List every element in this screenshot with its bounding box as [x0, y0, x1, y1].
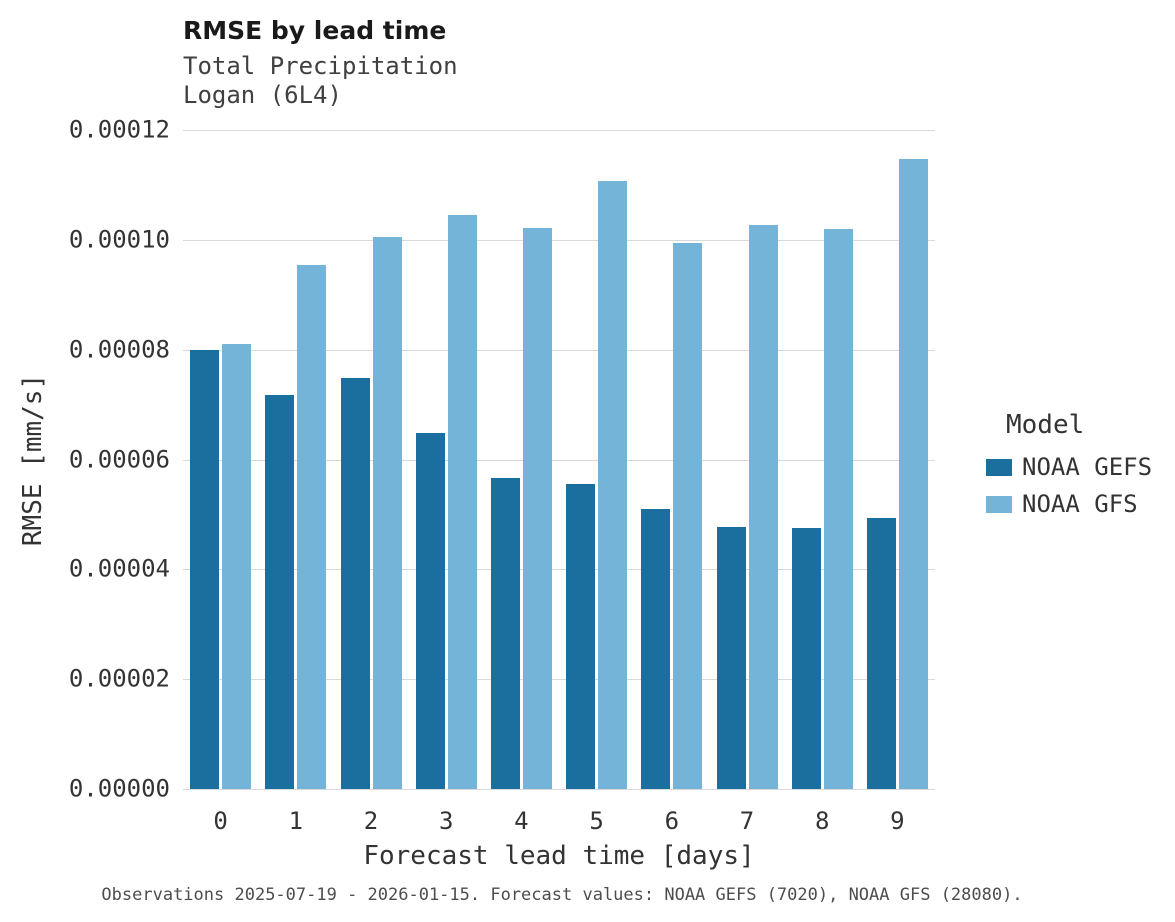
- y-tick-label: 0.00006: [68, 444, 170, 473]
- legend-entry: NOAA GEFS: [986, 453, 1152, 481]
- bar-noaa-gfs-day-2: [372, 237, 402, 789]
- gridline: [183, 130, 935, 131]
- bar-noaa-gfs-day-5: [598, 180, 628, 789]
- legend-entry: NOAA GFS: [986, 490, 1152, 518]
- chart-subtitle-station: Logan (6L4): [183, 81, 342, 109]
- chart-subtitle-variable: Total Precipitation: [183, 52, 458, 80]
- bar-noaa-gefs-day-8: [791, 528, 821, 789]
- gridline: [183, 569, 935, 571]
- x-tick-label: 8: [814, 807, 830, 835]
- y-tick-label: 0.00008: [68, 335, 170, 364]
- footnote-caption: Observations 2025-07-19 - 2026-01-15. Fo…: [101, 885, 1023, 905]
- x-tick-label: 1: [288, 807, 304, 835]
- gridline: [183, 349, 935, 351]
- legend-swatch: [986, 495, 1012, 513]
- bar-noaa-gfs-day-6: [673, 242, 703, 789]
- x-tick-label: 7: [739, 807, 755, 835]
- y-tick-label: 0.00002: [68, 664, 170, 693]
- plot-area: [183, 130, 935, 790]
- bar-noaa-gefs-day-0: [190, 350, 220, 789]
- bar-noaa-gfs-day-0: [222, 344, 252, 789]
- bar-noaa-gfs-day-1: [297, 264, 327, 789]
- y-tick-label: 0.00012: [68, 115, 170, 144]
- legend-entries: NOAA GEFS NOAA GFS: [986, 453, 1152, 518]
- gridline: [183, 679, 935, 681]
- bar-noaa-gefs-day-1: [265, 394, 295, 789]
- legend-label: NOAA GFS: [1022, 490, 1138, 518]
- legend-swatch: [986, 458, 1012, 476]
- y-tick-label: 0.00010: [68, 225, 170, 254]
- y-tick-label: 0.00004: [68, 554, 170, 583]
- x-tick-label: 4: [514, 807, 529, 835]
- x-tick-label: 5: [589, 807, 604, 835]
- x-tick-label: 0: [213, 807, 228, 835]
- x-tick-label: 6: [664, 807, 680, 835]
- bar-noaa-gfs-day-8: [823, 229, 853, 789]
- bar-noaa-gfs-day-9: [898, 158, 928, 789]
- x-axis-label: Forecast lead time [days]: [363, 841, 755, 871]
- legend-title: Model: [1006, 410, 1085, 440]
- y-axis-label: RMSE [mm/s]: [18, 373, 48, 547]
- bar-noaa-gfs-day-3: [447, 214, 477, 789]
- bar-noaa-gefs-day-3: [415, 433, 445, 789]
- x-tick-label: 9: [890, 807, 905, 835]
- bar-noaa-gfs-day-7: [748, 225, 778, 789]
- bar-noaa-gefs-day-4: [490, 477, 520, 789]
- y-tick-label: 0.00000: [68, 774, 170, 803]
- bar-noaa-gefs-day-5: [566, 484, 596, 789]
- gridline: [183, 789, 935, 790]
- chart-title: RMSE by lead time: [183, 16, 447, 45]
- gridline: [183, 239, 935, 241]
- gridline: [183, 459, 935, 461]
- bar-noaa-gefs-day-6: [641, 508, 671, 789]
- bar-noaa-gefs-day-2: [340, 378, 370, 789]
- x-tick-label: 2: [363, 807, 379, 835]
- bar-noaa-gfs-day-4: [522, 227, 552, 789]
- bar-noaa-gefs-day-7: [716, 527, 746, 789]
- bar-noaa-gefs-day-9: [866, 517, 896, 789]
- x-tick-label: 3: [438, 807, 454, 835]
- legend: Model NOAA GEFS NOAA GFS: [986, 410, 1152, 527]
- legend-label: NOAA GEFS: [1022, 453, 1153, 481]
